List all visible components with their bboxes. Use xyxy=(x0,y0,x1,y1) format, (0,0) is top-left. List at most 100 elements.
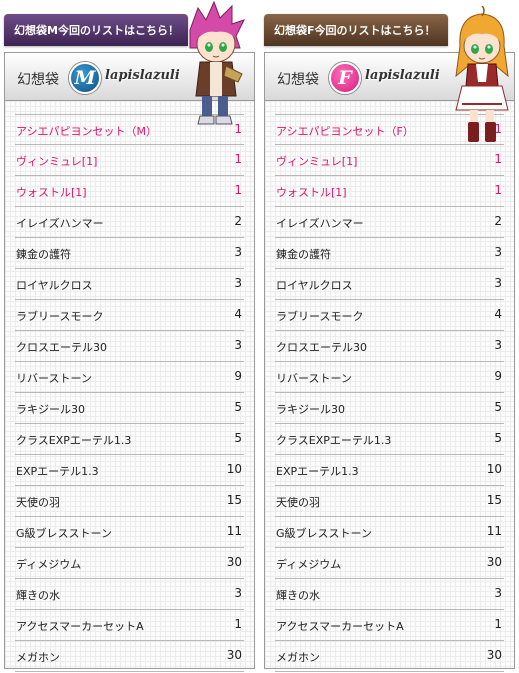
item-name: ラブリースモーク xyxy=(276,310,364,323)
item-name: ディメジウム xyxy=(276,558,342,571)
item-name: クロスエーテル30 xyxy=(276,341,367,354)
item-name: ラキジール30 xyxy=(16,403,85,416)
item-name: 錬金の護符 xyxy=(16,248,71,261)
list-item: 輝きの水 3 xyxy=(15,579,244,610)
item-name: 天使の羽 xyxy=(16,496,60,509)
item-name: 輝きの水 xyxy=(276,589,320,602)
item-name: ロイヤルクロス xyxy=(276,279,353,292)
item-name: クラスEXPエーテル1.3 xyxy=(276,434,392,447)
list-item: ラブリースモーク 4 xyxy=(275,300,504,331)
list-item: アクセスマーカーセットA 1 xyxy=(15,610,244,641)
fantasy-bag-m-title: 幻想袋 xyxy=(17,72,59,88)
female-character-icon xyxy=(455,6,509,142)
item-quantity: 30 xyxy=(486,648,502,662)
list-item: アシエパピヨンセット（F） 1 xyxy=(275,114,504,145)
list-item: EXPエーテル1.3 10 xyxy=(15,455,244,486)
item-name: ウォストル[1] xyxy=(276,186,347,199)
list-item: ヴィンミュレ[1] 1 xyxy=(15,145,244,176)
item-quantity: 3 xyxy=(234,338,242,352)
item-quantity: 1 xyxy=(234,152,242,166)
item-name: メガホン xyxy=(276,651,320,664)
item-quantity: 1 xyxy=(494,122,502,136)
item-name: 輝きの水 xyxy=(16,589,60,602)
item-quantity: 3 xyxy=(494,338,502,352)
male-badge-icon: M xyxy=(69,62,101,94)
item-name: G級ブレスストーン xyxy=(276,527,372,540)
item-name: EXPエーテル1.3 xyxy=(276,465,359,478)
lapislazuli-logo: lapislazuli xyxy=(105,68,180,83)
list-item: ラブリースモーク 4 xyxy=(15,300,244,331)
item-name: リバーストーン xyxy=(276,372,352,385)
item-quantity: 3 xyxy=(234,245,242,259)
list-item: メガホン 30 xyxy=(15,641,244,672)
fantasy-bag-m-banner-tab[interactable]: 幻想袋M今回のリストはこちら！ xyxy=(4,14,188,46)
item-quantity: 1 xyxy=(494,152,502,166)
fantasy-bag-f-banner-tab[interactable]: 幻想袋F今回のリストはこちら！ xyxy=(264,14,448,46)
item-quantity: 4 xyxy=(234,307,242,321)
item-quantity: 5 xyxy=(494,400,502,414)
list-item: ラキジール30 5 xyxy=(15,393,244,424)
list-item: G級ブレスストーン 11 xyxy=(15,517,244,548)
item-name: イレイズハンマー xyxy=(276,217,364,230)
item-quantity: 9 xyxy=(494,369,502,383)
item-quantity: 11 xyxy=(226,524,242,538)
female-badge-icon: F xyxy=(329,62,361,94)
item-name: EXPエーテル1.3 xyxy=(16,465,99,478)
item-name: ラブリースモーク xyxy=(16,310,104,323)
list-item: EXPエーテル1.3 10 xyxy=(275,455,504,486)
item-quantity: 3 xyxy=(494,245,502,259)
item-quantity: 15 xyxy=(226,493,242,507)
item-name: ウォストル[1] xyxy=(16,186,87,199)
list-item: 天使の羽 15 xyxy=(275,486,504,517)
list-item: リバーストーン 9 xyxy=(15,362,244,393)
item-name: メガホン xyxy=(16,651,60,664)
item-quantity: 30 xyxy=(486,555,502,569)
item-quantity: 5 xyxy=(494,431,502,445)
item-quantity: 5 xyxy=(234,400,242,414)
list-item: アクセスマーカーセットA 1 xyxy=(275,610,504,641)
item-quantity: 1 xyxy=(234,617,242,631)
list-item: ロイヤルクロス 3 xyxy=(15,269,244,300)
item-quantity: 5 xyxy=(234,431,242,445)
list-item: ディメジウム 30 xyxy=(15,548,244,579)
item-quantity: 1 xyxy=(234,122,242,136)
list-item: イレイズハンマー 2 xyxy=(275,207,504,238)
item-quantity: 10 xyxy=(226,462,242,476)
list-item: 天使の羽 15 xyxy=(15,486,244,517)
item-quantity: 3 xyxy=(494,276,502,290)
fantasy-bag-m-item-list: アシエパピヨンセット（M） 1 ヴィンミュレ[1] 1 ウォストル[1] 1 イレイズハンマ… xyxy=(4,100,255,672)
list-item: ウォストル[1] 1 xyxy=(15,176,244,207)
item-name: イレイズハンマー xyxy=(16,217,104,230)
item-name: ヴィンミュレ[1] xyxy=(16,155,98,168)
item-quantity: 30 xyxy=(226,555,242,569)
item-name: アクセスマーカーセットA xyxy=(16,620,144,633)
list-item: クロスエーテル30 3 xyxy=(15,331,244,362)
fantasy-bag-f-item-list: アシエパピヨンセット（F） 1 ヴィンミュレ[1] 1 ウォストル[1] 1 イレイズハンマ… xyxy=(264,100,515,672)
list-item: アシエパピヨンセット（M） 1 xyxy=(15,114,244,145)
fantasy-bag-f-panel: 幻想袋F今回のリストはこちら！ 幻想袋 F lapislazuli アシエパピヨ… xyxy=(264,0,515,673)
item-name: ロイヤルクロス xyxy=(16,279,93,292)
item-quantity: 11 xyxy=(486,524,502,538)
item-quantity: 15 xyxy=(486,493,502,507)
list-item: ウォストル[1] 1 xyxy=(275,176,504,207)
fantasy-bag-m-panel: 幻想袋M今回のリストはこちら！ 幻想袋 M lapislazuli アシエパピヨ… xyxy=(4,0,255,673)
lapislazuli-logo: lapislazuli xyxy=(365,68,440,83)
item-quantity: 10 xyxy=(486,462,502,476)
list-item: ヴィンミュレ[1] 1 xyxy=(275,145,504,176)
item-quantity: 1 xyxy=(494,617,502,631)
item-quantity: 3 xyxy=(234,586,242,600)
item-name: 天使の羽 xyxy=(276,496,320,509)
list-item: クラスEXPエーテル1.3 5 xyxy=(275,424,504,455)
item-quantity: 1 xyxy=(234,183,242,197)
item-quantity: 3 xyxy=(494,586,502,600)
list-item: イレイズハンマー 2 xyxy=(15,207,244,238)
item-name: リバーストーン xyxy=(16,372,92,385)
item-quantity: 9 xyxy=(234,369,242,383)
item-quantity: 3 xyxy=(234,276,242,290)
list-item: ロイヤルクロス 3 xyxy=(275,269,504,300)
item-name: ラキジール30 xyxy=(276,403,345,416)
item-quantity: 1 xyxy=(494,183,502,197)
item-name: アクセスマーカーセットA xyxy=(276,620,404,633)
item-name: G級ブレスストーン xyxy=(16,527,112,540)
item-quantity: 2 xyxy=(234,214,242,228)
